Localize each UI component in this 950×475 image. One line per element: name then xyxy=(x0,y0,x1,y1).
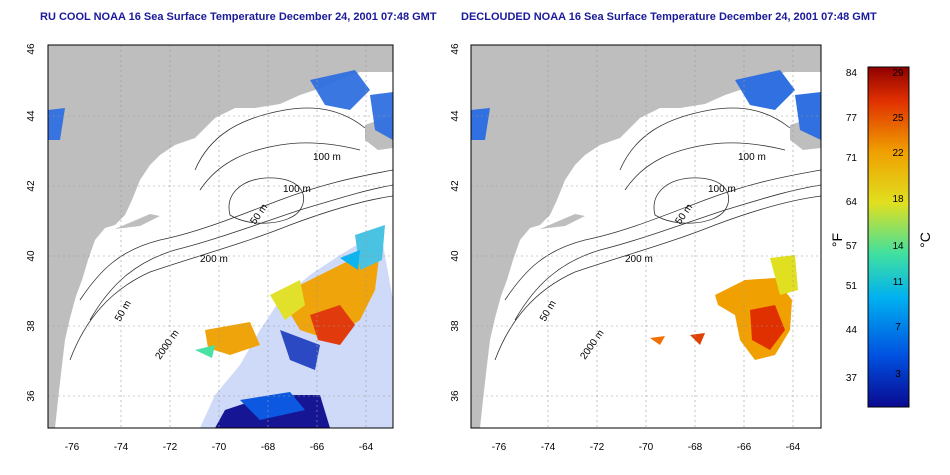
colorbar-gradient xyxy=(867,66,910,408)
depth-label: 100 m xyxy=(708,184,736,195)
x-tick: -76 xyxy=(65,442,80,453)
y-tick: 42 xyxy=(26,180,37,192)
c-tick: 14 xyxy=(892,241,904,252)
left-map-title: RU COOL NOAA 16 Sea Surface Temperature … xyxy=(40,11,437,23)
left-map: 100 m 100 m 50 m 200 m 50 m 2000 m xyxy=(26,43,394,453)
colorbar: 84 77 71 64 57 51 44 37 29 25 22 18 14 1… xyxy=(829,66,933,408)
land-mass xyxy=(48,45,393,428)
long-island xyxy=(115,214,160,229)
x-tick: -72 xyxy=(590,442,605,453)
y-tick: 36 xyxy=(26,390,37,402)
depth-label: 200 m xyxy=(625,254,653,265)
y-tick: 44 xyxy=(26,110,37,122)
right-map-title: DECLOUDED NOAA 16 Sea Surface Temperatur… xyxy=(461,11,877,23)
y-tick: 38 xyxy=(450,320,461,332)
y-axis-ticks: 46 44 42 40 38 36 xyxy=(450,43,461,402)
x-tick: -68 xyxy=(688,442,703,453)
fahrenheit-ticks: 84 77 71 64 57 51 44 37 xyxy=(846,68,858,384)
y-tick: 36 xyxy=(450,390,461,402)
f-tick: 64 xyxy=(846,197,858,208)
f-tick: 71 xyxy=(846,153,858,164)
depth-contours xyxy=(494,107,821,361)
y-tick: 46 xyxy=(26,43,37,55)
f-tick: 77 xyxy=(846,113,858,124)
y-tick: 38 xyxy=(26,320,37,332)
c-tick: 3 xyxy=(895,369,901,380)
grid-lines xyxy=(48,45,393,428)
depth-label: 100 m xyxy=(313,152,341,163)
sst-swath xyxy=(48,70,393,428)
c-tick: 25 xyxy=(892,113,904,124)
y-tick: 42 xyxy=(450,180,461,192)
x-tick: -68 xyxy=(261,442,276,453)
grid-lines xyxy=(471,45,821,428)
x-axis-ticks: -76 -74 -72 -70 -68 -66 -64 xyxy=(492,442,801,453)
x-tick: -72 xyxy=(163,442,178,453)
f-tick: 37 xyxy=(846,373,858,384)
c-tick: 29 xyxy=(892,68,904,79)
depth-label: 100 m xyxy=(738,152,766,163)
c-tick: 11 xyxy=(893,277,904,288)
x-axis-ticks: -76 -74 -72 -70 -68 -66 -64 xyxy=(65,442,374,453)
fahrenheit-label: °F xyxy=(829,233,845,247)
c-tick: 7 xyxy=(895,322,901,333)
depth-contours xyxy=(69,107,393,361)
celsius-label: °C xyxy=(917,232,933,248)
long-island xyxy=(540,214,585,229)
x-tick: -70 xyxy=(639,442,654,453)
c-tick: 22 xyxy=(892,148,904,159)
f-tick: 44 xyxy=(846,325,858,336)
y-tick: 40 xyxy=(26,250,37,262)
x-tick: -74 xyxy=(114,442,129,453)
x-tick: -76 xyxy=(492,442,507,453)
celsius-ticks: 29 25 22 18 14 11 7 3 xyxy=(892,68,904,380)
x-tick: -64 xyxy=(359,442,374,453)
x-tick: -66 xyxy=(310,442,325,453)
x-tick: -66 xyxy=(737,442,752,453)
y-tick: 44 xyxy=(450,110,461,122)
c-tick: 18 xyxy=(892,194,904,205)
y-axis-ticks: 46 44 42 40 38 36 xyxy=(26,43,37,402)
land-mass xyxy=(471,45,821,428)
y-tick: 40 xyxy=(450,250,461,262)
f-tick: 84 xyxy=(846,68,858,79)
x-tick: -74 xyxy=(541,442,556,453)
depth-label: 200 m xyxy=(200,254,228,265)
right-map: 100 m 100 m 50 m 200 m 50 m 2000 m xyxy=(450,43,822,453)
f-tick: 51 xyxy=(846,281,858,292)
depth-label: 100 m xyxy=(283,184,311,195)
x-tick: -64 xyxy=(786,442,801,453)
x-tick: -70 xyxy=(212,442,227,453)
sst-declouded xyxy=(471,70,821,360)
y-tick: 46 xyxy=(450,43,461,55)
f-tick: 57 xyxy=(846,241,858,252)
